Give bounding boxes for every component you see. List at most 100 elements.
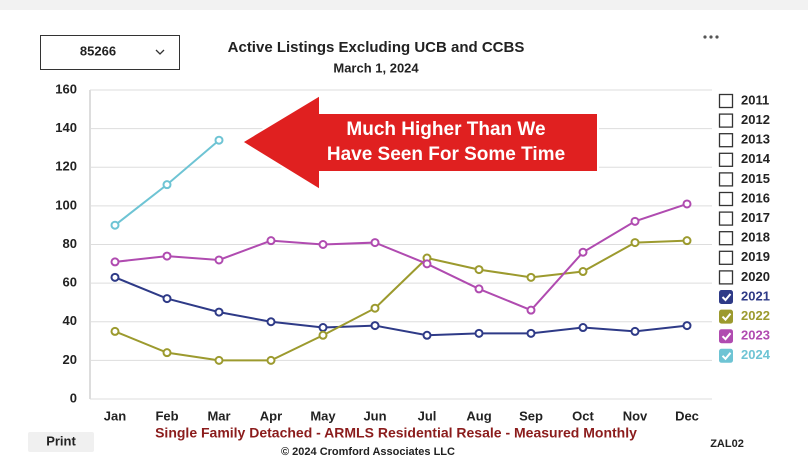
x-tick-label: May	[310, 408, 336, 423]
legend-checkbox[interactable]	[718, 93, 734, 109]
data-point	[578, 267, 588, 277]
data-point	[682, 236, 692, 246]
data-point	[630, 216, 640, 226]
data-point	[110, 326, 120, 336]
legend-checkbox[interactable]	[718, 172, 734, 187]
series-line	[114, 239, 688, 362]
data-point	[370, 238, 380, 248]
y-tick-label: 120	[55, 159, 77, 174]
data-point	[370, 303, 380, 313]
legend-label: 2019	[741, 249, 770, 264]
x-tick-label: Sep	[519, 408, 543, 423]
legend-checkbox[interactable]	[719, 329, 733, 344]
data-point	[526, 305, 536, 315]
chart-subtitle: March 1, 2024	[333, 60, 419, 75]
data-point	[162, 348, 172, 358]
data-point	[110, 272, 120, 282]
legend-label: 2020	[741, 269, 770, 284]
legend-checkbox[interactable]	[719, 348, 733, 363]
data-point	[526, 328, 536, 338]
x-tick-label: Jun	[363, 408, 386, 423]
x-tick-label: Mar	[207, 408, 230, 423]
data-point	[266, 317, 276, 327]
data-point	[110, 220, 120, 230]
legend-label: 2016	[741, 190, 770, 205]
x-tick-label: Apr	[260, 408, 282, 423]
legend-label: 2021	[741, 288, 770, 303]
y-tick-label: 140	[55, 120, 77, 135]
data-point	[318, 240, 328, 249]
print-button[interactable]	[28, 432, 94, 452]
data-point	[162, 251, 172, 261]
data-point	[682, 321, 692, 331]
y-tick-label: 60	[63, 275, 77, 290]
data-point	[630, 326, 640, 336]
legend-check	[721, 332, 732, 341]
data-point	[578, 247, 588, 257]
legend-label: 2011	[741, 92, 769, 107]
y-tick-label: 160	[55, 81, 77, 96]
dropdown-value[interactable]: 85266	[80, 43, 116, 58]
data-point	[214, 255, 224, 265]
data-point	[214, 307, 224, 317]
legend-checkbox[interactable]	[718, 231, 734, 246]
legend-label: 2018	[741, 230, 770, 245]
legend-checkbox[interactable]	[718, 152, 734, 167]
annotation-arrow	[240, 93, 599, 192]
data-point	[578, 323, 588, 333]
legend-check	[721, 312, 732, 322]
data-point	[266, 236, 276, 246]
legend-checkbox[interactable]	[719, 309, 733, 324]
x-tick-label: Aug	[466, 408, 491, 423]
data-point	[682, 199, 692, 209]
data-point	[162, 294, 172, 304]
print-label[interactable]: Print	[46, 433, 76, 448]
legend-label: 2024	[741, 347, 771, 362]
y-tick-label: 40	[63, 313, 77, 328]
series-line	[114, 202, 688, 312]
legend-label: 2017	[741, 210, 770, 225]
legend-checkbox[interactable]	[718, 211, 734, 226]
data-point	[318, 323, 328, 333]
x-tick-label: Dec	[675, 408, 699, 423]
data-point	[474, 328, 484, 338]
y-tick-label: 100	[55, 197, 77, 212]
legend-checkbox[interactable]	[718, 270, 734, 285]
legend-check	[721, 293, 732, 302]
legend-check	[721, 352, 732, 361]
footer-description: Single Family Detached - ARMLS Residenti…	[155, 425, 637, 441]
x-tick-label: Feb	[155, 408, 178, 423]
data-point	[162, 180, 172, 190]
data-point	[422, 330, 432, 340]
data-point	[266, 355, 276, 365]
chart-title: Active Listings Excluding UCB and CCBS	[228, 39, 525, 56]
y-tick-label: 80	[63, 236, 77, 251]
data-point	[526, 272, 536, 282]
data-point	[110, 257, 120, 267]
legend-checkbox[interactable]	[718, 133, 734, 148]
data-point	[474, 265, 484, 275]
x-tick-label: Nov	[623, 408, 648, 423]
data-point	[214, 355, 224, 365]
legend-checkbox[interactable]	[718, 191, 734, 207]
legend-label: 2013	[741, 132, 770, 147]
top-bar	[0, 0, 808, 10]
footer-copyright: © 2024 Cromford Associates LLC	[281, 446, 455, 458]
legend-checkbox[interactable]	[718, 113, 734, 128]
menu-dots[interactable]	[703, 35, 719, 39]
legend-checkbox[interactable]	[718, 250, 734, 265]
data-point	[214, 135, 224, 145]
dropdown-caret[interactable]	[155, 49, 165, 55]
legend-checkbox[interactable]	[719, 290, 733, 304]
legend-label: 2015	[741, 171, 770, 186]
dropdown[interactable]	[40, 35, 180, 70]
data-point	[630, 238, 640, 248]
legend-label: 2014	[741, 151, 771, 166]
x-tick-label: Jul	[418, 408, 437, 423]
y-tick-label: 0	[70, 390, 77, 405]
x-tick-label: Oct	[572, 408, 594, 423]
legend-label: 2022	[741, 308, 770, 323]
legend-label: 2012	[741, 112, 770, 127]
